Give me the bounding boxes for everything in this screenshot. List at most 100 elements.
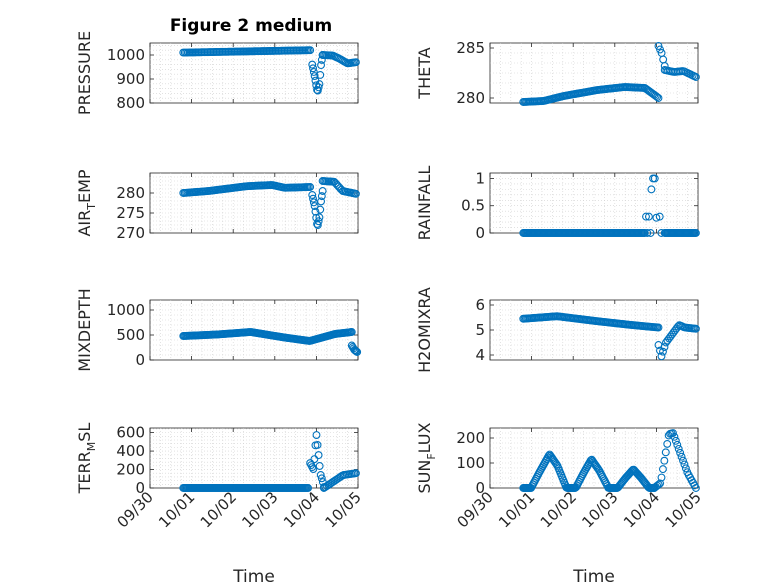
data-point [309,64,317,73]
data-point [673,322,682,331]
x-tick-label: 10/01 [495,488,538,531]
data-point [351,58,360,67]
data-point [308,60,317,69]
data-point [676,448,685,457]
data-point [681,464,690,473]
data-series [519,429,700,492]
y-axis-label: RAINFALL [415,166,434,241]
data-point [691,73,700,81]
x-axis-label: Time [572,567,615,583]
data-point [552,460,561,469]
y-axis-label: AIRTEMP [75,169,98,236]
x-tick-label: 10/04 [620,488,663,531]
y-tick-label: 280 [456,89,485,107]
data-point [306,183,315,191]
data-series [179,328,362,356]
data-point [654,94,663,102]
y-tick-label: 6 [475,296,485,314]
subplot-theta: 280 285 THETA [415,39,700,107]
y-tick-label: 1000 [107,301,145,319]
data-point [316,205,325,214]
data-point [680,460,689,469]
x-tick-label: 10/04 [280,488,323,531]
y-tick-label: 0 [135,479,145,497]
y-tick-label: 5 [475,321,485,339]
data-point [657,473,666,482]
y-tick-label: 200 [456,429,485,447]
data-point [308,191,317,199]
subplot-terr_msl: 020040060009/3010/0110/0210/0310/0410/05… [75,423,365,583]
data-point [663,439,672,448]
data-point [347,328,356,336]
data-point [673,440,682,449]
x-tick-label: 10/01 [155,488,198,531]
data-point [312,431,321,439]
subplot-pressure: 800 900 1000 PRESSURE [75,31,360,115]
data-point [646,229,655,237]
data-point [657,229,666,237]
data-point [306,46,315,55]
data-point [315,462,324,470]
y-tick-label: 280 [116,184,145,202]
x-tick-label: 10/05 [322,488,365,531]
data-point [352,347,361,356]
data-point [315,213,324,222]
data-point [654,42,663,50]
y-tick-label: 800 [116,94,145,112]
data-point [660,343,669,352]
data-point [656,45,664,54]
data-point [691,324,700,333]
data-series [519,174,700,237]
y-tick-label: 0 [475,224,485,242]
y-tick-label: 400 [116,442,145,460]
data-series [179,177,360,230]
data-point [353,348,362,356]
x-tick-label: 10/03 [578,488,621,531]
x-axis-label: Time [232,567,275,583]
y-tick-label: 0 [135,351,145,369]
data-point [650,174,659,183]
grid [150,428,358,488]
y-axis-label: THETA [415,47,434,99]
y-tick-label: 1000 [107,46,145,64]
data-point [313,441,322,449]
data-point [309,465,318,473]
figure-title: Figure 2 medium [170,16,332,36]
data-point [316,70,325,79]
data-point [657,352,666,361]
data-point [316,471,325,479]
data-point [656,479,665,488]
data-series [179,46,360,95]
y-tick-label: 600 [116,424,145,442]
data-point [627,466,636,475]
x-tick-label: 10/03 [238,488,281,531]
data-point [670,432,679,441]
data-point [314,217,323,226]
data-point [314,83,323,92]
data-point [311,207,320,216]
data-point [654,323,663,332]
y-tick-label: 270 [116,224,145,242]
y-tick-label: 500 [116,326,145,344]
y-tick-label: 1 [475,169,485,187]
y-tick-label: 200 [116,461,145,479]
data-point [317,61,325,70]
data-point [317,192,326,201]
subplot-air_temp: 270 275 280 AIRTEMP [75,169,360,242]
data-point [642,212,650,221]
y-tick-label: 285 [456,39,485,57]
data-point [643,229,652,237]
data-point [310,455,319,464]
x-tick-label: 10/05 [662,488,705,531]
data-point [351,469,360,478]
data-point [640,229,649,237]
data-point [660,456,669,465]
data-point [315,80,324,89]
data-series [519,312,700,361]
data-point [674,444,683,453]
data-point [669,429,677,437]
y-tick-label: 0 [475,479,485,497]
data-point [647,185,656,194]
